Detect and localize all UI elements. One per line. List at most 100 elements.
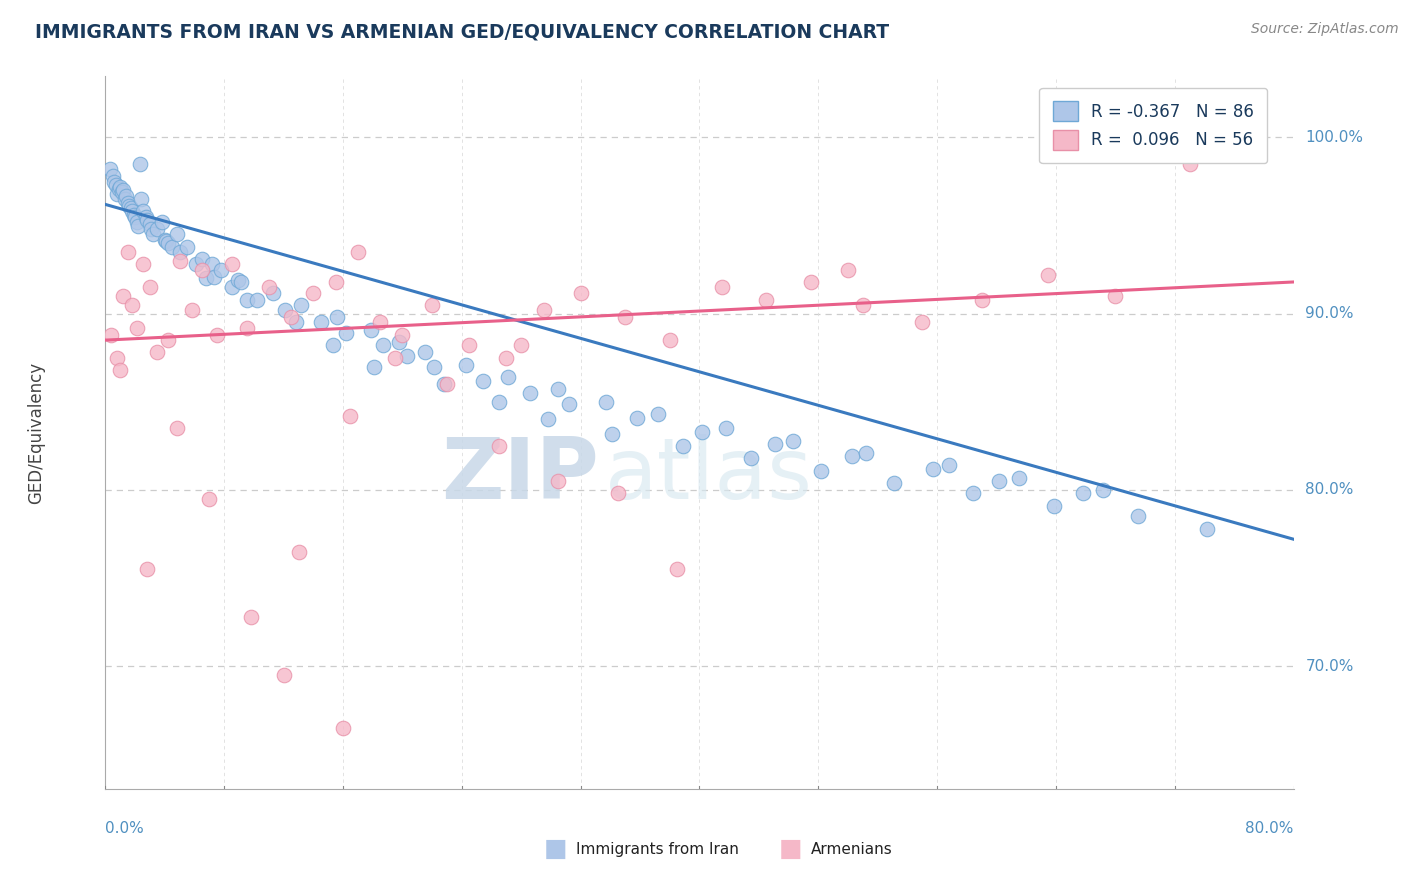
Point (368, 316, 391, 330)
Text: 70.0%: 70.0% (1305, 658, 1354, 673)
Point (104, 178, 127, 192)
Point (537, 412, 560, 426)
Point (1178, 157, 1201, 171)
Text: ■: ■ (544, 838, 567, 861)
Point (120, 201, 142, 215)
Point (235, 293, 257, 307)
Point (156, 236, 179, 251)
Point (235, 320, 257, 334)
Point (658, 333, 681, 347)
Point (666, 562, 689, 576)
Point (626, 410, 648, 425)
Point (273, 668, 295, 682)
Point (153, 233, 176, 247)
Text: Source: ZipAtlas.com: Source: ZipAtlas.com (1251, 22, 1399, 37)
Point (837, 262, 859, 277)
Point (413, 345, 436, 359)
Point (855, 446, 877, 460)
Point (226, 273, 249, 287)
Point (782, 434, 804, 448)
Point (108, 181, 131, 195)
Point (180, 303, 202, 318)
Point (422, 359, 444, 374)
Point (692, 425, 714, 439)
Text: GED/Equivalency: GED/Equivalency (28, 361, 45, 504)
Point (672, 439, 695, 453)
Point (280, 310, 302, 325)
Point (755, 293, 778, 307)
Point (136, 213, 159, 227)
Text: IMMIGRANTS FROM IRAN VS ARMENIAN GED/EQUIVALENCY CORRELATION CHART: IMMIGRANTS FROM IRAN VS ARMENIAN GED/EQU… (35, 22, 889, 41)
Point (740, 451, 762, 466)
Text: 90.0%: 90.0% (1305, 306, 1354, 321)
Point (156, 333, 179, 347)
Point (191, 262, 214, 277)
Point (118, 199, 141, 213)
Point (124, 210, 146, 224)
Point (852, 298, 875, 312)
Point (98, 162, 121, 177)
Point (112, 183, 135, 197)
Point (209, 262, 232, 277)
Point (1071, 486, 1094, 500)
Point (257, 280, 280, 294)
Point (155, 235, 177, 249)
Point (166, 227, 188, 242)
Point (110, 179, 132, 194)
Point (202, 269, 225, 284)
Point (150, 215, 173, 229)
Point (600, 426, 623, 441)
Point (198, 491, 221, 506)
Point (436, 377, 458, 392)
Point (395, 349, 418, 363)
Point (191, 252, 214, 266)
Point (309, 316, 332, 330)
Point (519, 386, 541, 401)
Point (763, 437, 786, 451)
Point (558, 396, 581, 410)
Point (114, 192, 136, 206)
Point (162, 240, 184, 254)
Point (135, 210, 157, 224)
Point (962, 486, 984, 500)
Point (1092, 483, 1115, 497)
Point (883, 475, 905, 490)
Point (1197, 522, 1219, 536)
Point (169, 245, 191, 260)
Point (201, 257, 224, 271)
Text: ■: ■ (779, 838, 801, 861)
Point (139, 217, 162, 231)
Point (339, 409, 361, 423)
Point (988, 474, 1011, 488)
Point (146, 345, 169, 359)
Point (115, 188, 138, 202)
Point (647, 407, 669, 421)
Point (841, 450, 863, 464)
Point (131, 204, 153, 219)
Point (420, 298, 443, 312)
Point (496, 370, 519, 384)
Point (146, 222, 169, 236)
Point (284, 316, 307, 330)
Legend: R = -0.367   N = 86, R =  0.096   N = 56: R = -0.367 N = 86, R = 0.096 N = 56 (1039, 87, 1267, 163)
Point (110, 363, 132, 377)
Point (710, 280, 733, 294)
Point (169, 253, 191, 268)
Point (105, 351, 128, 365)
Point (136, 562, 159, 576)
Point (495, 351, 517, 365)
Point (121, 204, 143, 219)
Text: 80.0%: 80.0% (1305, 483, 1354, 498)
Text: Armenians: Armenians (811, 842, 893, 856)
Point (262, 285, 284, 300)
Point (112, 289, 135, 303)
Point (488, 439, 510, 453)
Point (221, 280, 243, 294)
Point (287, 544, 309, 558)
Point (229, 275, 252, 289)
Point (246, 293, 269, 307)
Point (433, 377, 456, 392)
Text: Immigrants from Iran: Immigrants from Iran (576, 842, 740, 856)
Point (325, 275, 347, 289)
Point (205, 327, 228, 342)
